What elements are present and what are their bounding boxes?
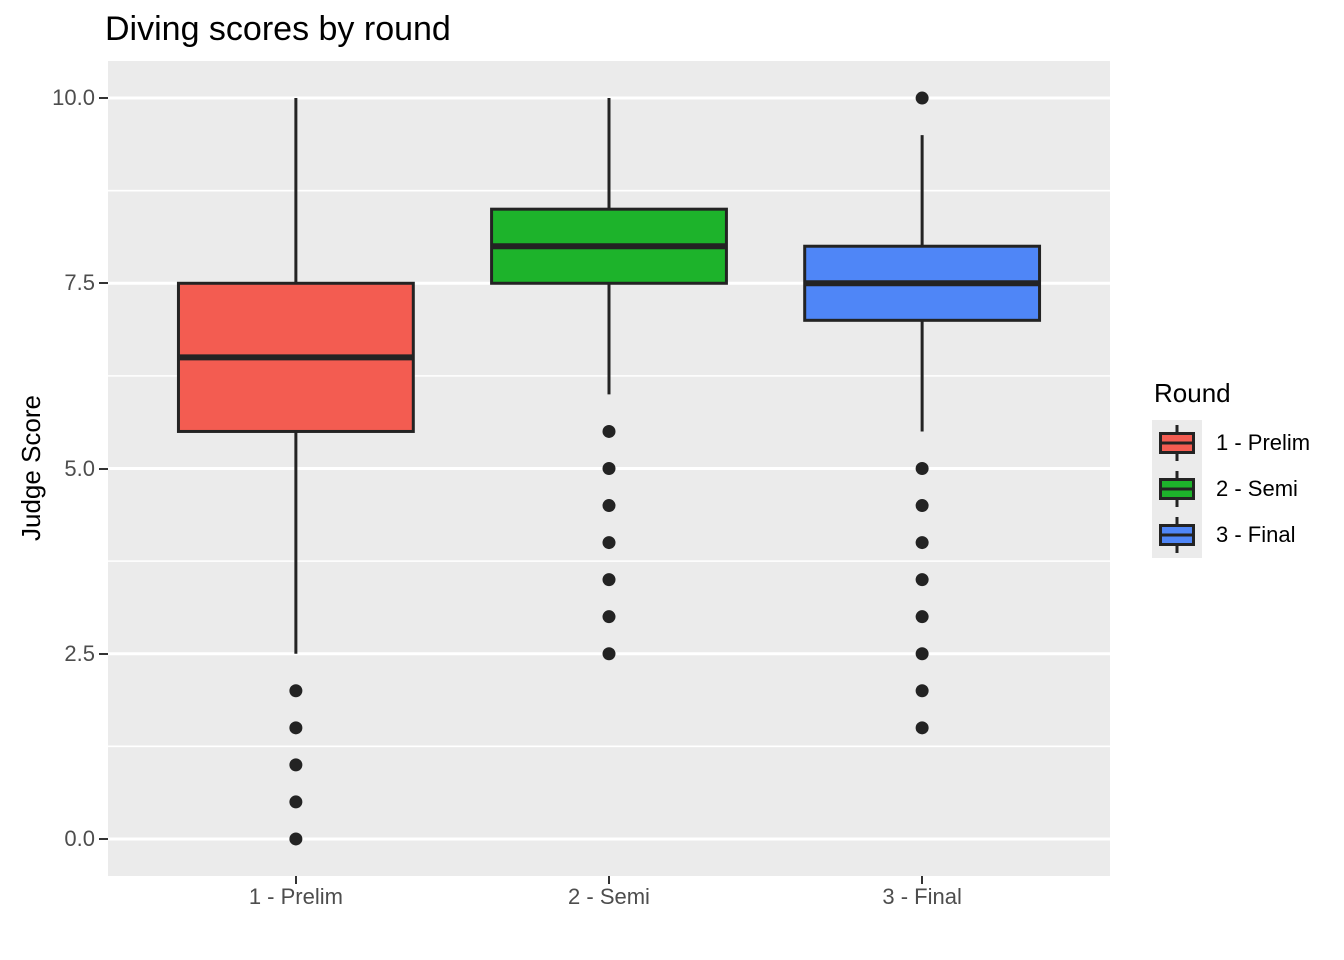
legend-label: 3 - Final <box>1216 522 1296 547</box>
y-tick-label: 10.0 <box>52 85 95 111</box>
y-tick-label: 0.0 <box>64 825 95 851</box>
outlier-point <box>915 684 929 698</box>
legend-label: 2 - Semi <box>1216 476 1298 501</box>
outlier-point <box>915 721 929 735</box>
x-tick-mark <box>294 876 297 884</box>
outlier-point <box>289 721 303 735</box>
legend-key-boxplot-icon <box>1152 420 1202 466</box>
outlier-point <box>915 91 929 105</box>
y-tick-mark <box>99 652 108 655</box>
outlier-point <box>915 499 929 513</box>
outlier-point <box>602 462 616 475</box>
x-tick-label-2: 2 - Semi <box>568 884 650 909</box>
outlier-point <box>602 536 616 550</box>
boxplot-1---prelim <box>176 98 415 846</box>
legend-item-3---final: 3 - Final <box>1152 512 1310 558</box>
outlier-point <box>602 573 616 587</box>
y-tick-mark <box>99 282 108 285</box>
legend-key-boxplot-icon <box>1152 512 1202 558</box>
outlier-point <box>289 684 303 698</box>
outlier-point <box>289 758 303 772</box>
boxplot-glyph-icon <box>1159 425 1195 461</box>
chart-title: Diving scores by round <box>105 10 451 48</box>
outlier-point <box>289 795 303 809</box>
outlier-point <box>915 610 929 624</box>
x-tick-mark <box>921 876 924 884</box>
y-tick-label: 7.5 <box>64 270 95 296</box>
outlier-point <box>602 610 616 624</box>
x-tick-label-3: 3 - Final <box>882 884 962 909</box>
legend-item-1---prelim: 1 - Prelim <box>1152 420 1310 466</box>
boxplot-2---semi <box>490 98 728 661</box>
outlier-point <box>289 832 303 846</box>
boxplot-canvas <box>108 91 1110 846</box>
plot-panel <box>108 61 1110 876</box>
outlier-point <box>602 647 616 661</box>
boxplot-glyph-icon <box>1159 517 1195 553</box>
y-tick-mark <box>99 467 108 470</box>
y-tick-mark <box>99 97 108 100</box>
outlier-point <box>602 499 616 513</box>
legend-item-2---semi: 2 - Semi <box>1152 466 1310 512</box>
legend-items: 1 - Prelim 2 - Semi 3 - Final <box>1152 420 1310 558</box>
x-tick-mark <box>608 876 610 884</box>
boxplot-3---final <box>803 91 1042 735</box>
outlier-point <box>915 462 929 475</box>
legend: Round 1 - Prelim 2 - Semi 3 - Final <box>1152 378 1310 558</box>
outlier-point <box>915 573 929 587</box>
legend-title: Round <box>1154 378 1231 408</box>
outlier-point <box>602 424 616 438</box>
y-tick-label: 2.5 <box>64 640 95 666</box>
outlier-point <box>915 647 929 661</box>
y-tick-mark <box>99 837 108 840</box>
legend-label: 1 - Prelim <box>1216 430 1311 455</box>
y-tick-label: 5.0 <box>64 455 95 481</box>
x-tick-label-1: 1 - Prelim <box>248 884 343 909</box>
legend-key-boxplot-icon <box>1152 466 1202 512</box>
boxplot-glyph-icon <box>1159 471 1195 507</box>
outlier-point <box>915 536 929 550</box>
